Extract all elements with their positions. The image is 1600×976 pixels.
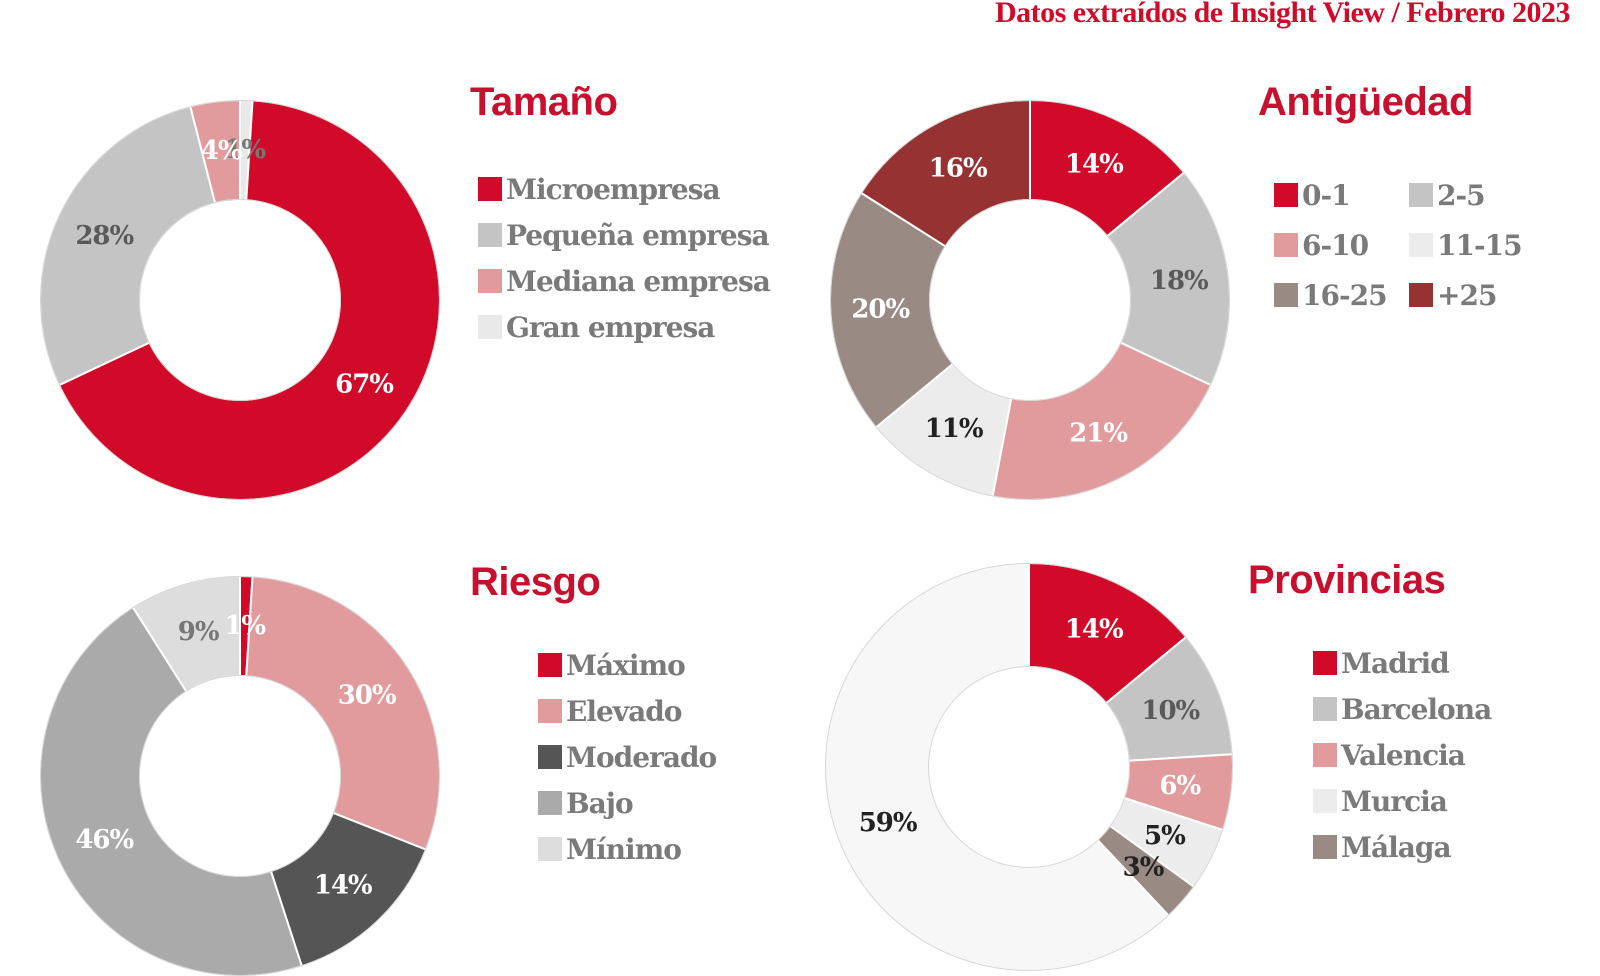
antiguedad-legend-item-2-5: 2-5 <box>1409 170 1544 220</box>
riesgo-slice-elevado <box>245 575 441 851</box>
source-note: Datos extraídos de Insight View / Febrer… <box>994 0 1571 29</box>
provincias-legend-swatch-barcelona <box>1313 697 1337 721</box>
riesgo-label-bajo: 46% <box>75 825 134 855</box>
provincias-legend-swatch-madrid <box>1313 651 1337 675</box>
antiguedad-legend-label-16-25: 16-25 <box>1302 278 1388 312</box>
antiguedad-legend-item-16-25: 16-25 <box>1274 270 1409 320</box>
riesgo-legend-swatch-bajo <box>538 791 562 815</box>
tamano-legend-label-microempresa: Microempresa <box>506 172 721 206</box>
tamano-legend-item-pequena-empresa: Pequeña empresa <box>478 212 770 258</box>
provincias-legend-label-barcelona: Barcelona <box>1341 692 1492 726</box>
antiguedad-title: Antigüedad <box>1258 80 1473 124</box>
riesgo-title: Riesgo <box>470 560 601 604</box>
antiguedad-legend-item-11-15: 11-15 <box>1409 220 1544 270</box>
tamano-legend-label-mediana-empresa: Mediana empresa <box>506 264 771 298</box>
tamano-label-pequena-empresa: 28% <box>75 221 134 251</box>
tamano-title: Tamaño <box>470 80 618 124</box>
antiguedad-legend-swatch-0-1 <box>1274 183 1298 207</box>
antiguedad-legend-label-6-10: 6-10 <box>1302 228 1369 262</box>
antiguedad-legend-swatch-2-5 <box>1409 183 1433 207</box>
provincias-legend-swatch-murcia <box>1313 789 1337 813</box>
antiguedad-legend-item-0-1: 0-1 <box>1274 170 1409 220</box>
antiguedad-legend-item-6-10: 6-10 <box>1274 220 1409 270</box>
antiguedad-legend: 0-1 2-5 6-10 11-15 16-25 +25 <box>1274 170 1544 320</box>
riesgo-legend-label-bajo: Bajo <box>566 786 634 820</box>
antiguedad-legend-label-11-15: 11-15 <box>1437 228 1523 262</box>
tamano-label-microempresa: 67% <box>335 369 394 399</box>
tamano-legend-swatch-pequena-empresa <box>478 223 502 247</box>
provincias-legend-swatch-valencia <box>1313 743 1337 767</box>
riesgo-legend-label-minimo: Mínimo <box>566 832 682 866</box>
provincias-label-madrid: 14% <box>1065 614 1124 644</box>
provincias-legend-item-murcia: Murcia <box>1313 778 1491 824</box>
riesgo-donut-chart: 1% 30% 14% 46% 9% <box>39 574 441 976</box>
tamano-donut-chart: 1% 67% 28% 4% <box>39 98 441 501</box>
antiguedad-label-16-25: 20% <box>851 294 910 324</box>
riesgo-legend-label-elevado: Elevado <box>566 694 682 728</box>
riesgo-legend-label-moderado: Moderado <box>566 740 717 774</box>
antiguedad-legend-swatch-11-15 <box>1409 233 1433 257</box>
provincias-legend-label-murcia: Murcia <box>1341 784 1448 818</box>
provincias-label-barcelona: 10% <box>1141 696 1200 726</box>
provincias-legend-swatch-malaga <box>1313 835 1337 859</box>
antiguedad-donut-chart: 14% 18% 21% 11% 20% 16% <box>829 98 1231 501</box>
antiguedad-label-25: 16% <box>929 154 988 184</box>
riesgo-legend-item-maximo: Máximo <box>538 642 716 688</box>
provincias-legend-label-madrid: Madrid <box>1341 646 1450 680</box>
tamano-legend-item-mediana-empresa: Mediana empresa <box>478 258 771 304</box>
provincias-legend-item-valencia: Valencia <box>1313 732 1491 778</box>
tamano-legend-item-gran-empresa: Gran empresa <box>478 304 770 350</box>
antiguedad-legend-label-2-5: 2-5 <box>1437 178 1486 212</box>
provincias-legend-label-malaga: Málaga <box>1341 830 1452 864</box>
antiguedad-legend-swatch-25 <box>1409 283 1433 307</box>
antiguedad-label-2-5: 18% <box>1150 266 1209 296</box>
tamano-legend-label-gran-empresa: Gran empresa <box>506 310 715 344</box>
riesgo-label-moderado: 14% <box>314 870 373 900</box>
riesgo-legend-swatch-minimo <box>538 837 562 861</box>
antiguedad-legend-label-0-1: 0-1 <box>1302 178 1351 212</box>
riesgo-legend-item-elevado: Elevado <box>538 688 716 734</box>
riesgo-legend-swatch-elevado <box>538 699 562 723</box>
tamano-legend-swatch-microempresa <box>478 177 502 201</box>
provincias-legend-label-valencia: Valencia <box>1341 738 1466 772</box>
provincias-title: Provincias <box>1248 558 1446 602</box>
riesgo-legend-swatch-moderado <box>538 745 562 769</box>
riesgo-label-minimo: 9% <box>178 617 220 647</box>
provincias-legend-item-madrid: Madrid <box>1313 640 1491 686</box>
riesgo-legend-item-bajo: Bajo <box>538 780 716 826</box>
tamano-legend: Microempresa Pequeña empresa Mediana empre… <box>478 166 771 350</box>
provincias-legend-item-barcelona: Barcelona <box>1313 686 1492 732</box>
antiguedad-legend-item-25: +25 <box>1409 270 1544 320</box>
provincias-legend: Madrid Barcelona Valencia Murcia Málaga <box>1313 640 1492 870</box>
antiguedad-legend-swatch-6-10 <box>1274 233 1298 257</box>
antiguedad-legend-swatch-16-25 <box>1274 283 1298 307</box>
tamano-label-gran-empresa: 1% <box>224 135 266 165</box>
provincias-label-malaga: 3% <box>1123 853 1165 883</box>
riesgo-legend-swatch-maximo <box>538 653 562 677</box>
antiguedad-legend-label-25: +25 <box>1437 278 1497 312</box>
riesgo-label-elevado: 30% <box>338 681 397 711</box>
riesgo-legend-item-moderado: Moderado <box>538 734 717 780</box>
tamano-legend-swatch-gran-empresa <box>478 315 502 339</box>
provincias-label-murcia: 5% <box>1144 821 1186 851</box>
antiguedad-label-6-10: 21% <box>1069 419 1128 449</box>
provincias-label-otras: 59% <box>859 808 918 838</box>
antiguedad-label-11-15: 11% <box>925 414 984 444</box>
tamano-legend-item-microempresa: Microempresa <box>478 166 770 212</box>
tamano-label-mediana-empresa: 4% <box>201 136 243 166</box>
antiguedad-label-0-1: 14% <box>1065 149 1124 179</box>
tamano-legend-swatch-mediana-empresa <box>478 269 502 293</box>
provincias-legend-item-malaga: Málaga <box>1313 824 1491 870</box>
riesgo-legend-label-maximo: Máximo <box>566 648 686 682</box>
tamano-legend-label-pequena-empresa: Pequeña empresa <box>506 218 770 252</box>
riesgo-label-maximo: 1% <box>224 611 266 641</box>
provincias-label-valencia: 6% <box>1159 771 1201 801</box>
riesgo-legend: Máximo Elevado Moderado Bajo Mínimo <box>538 642 717 872</box>
provincias-donut-chart: 14% 10% 6% 5%3% 59% <box>824 561 1234 972</box>
riesgo-legend-item-minimo: Mínimo <box>538 826 716 872</box>
